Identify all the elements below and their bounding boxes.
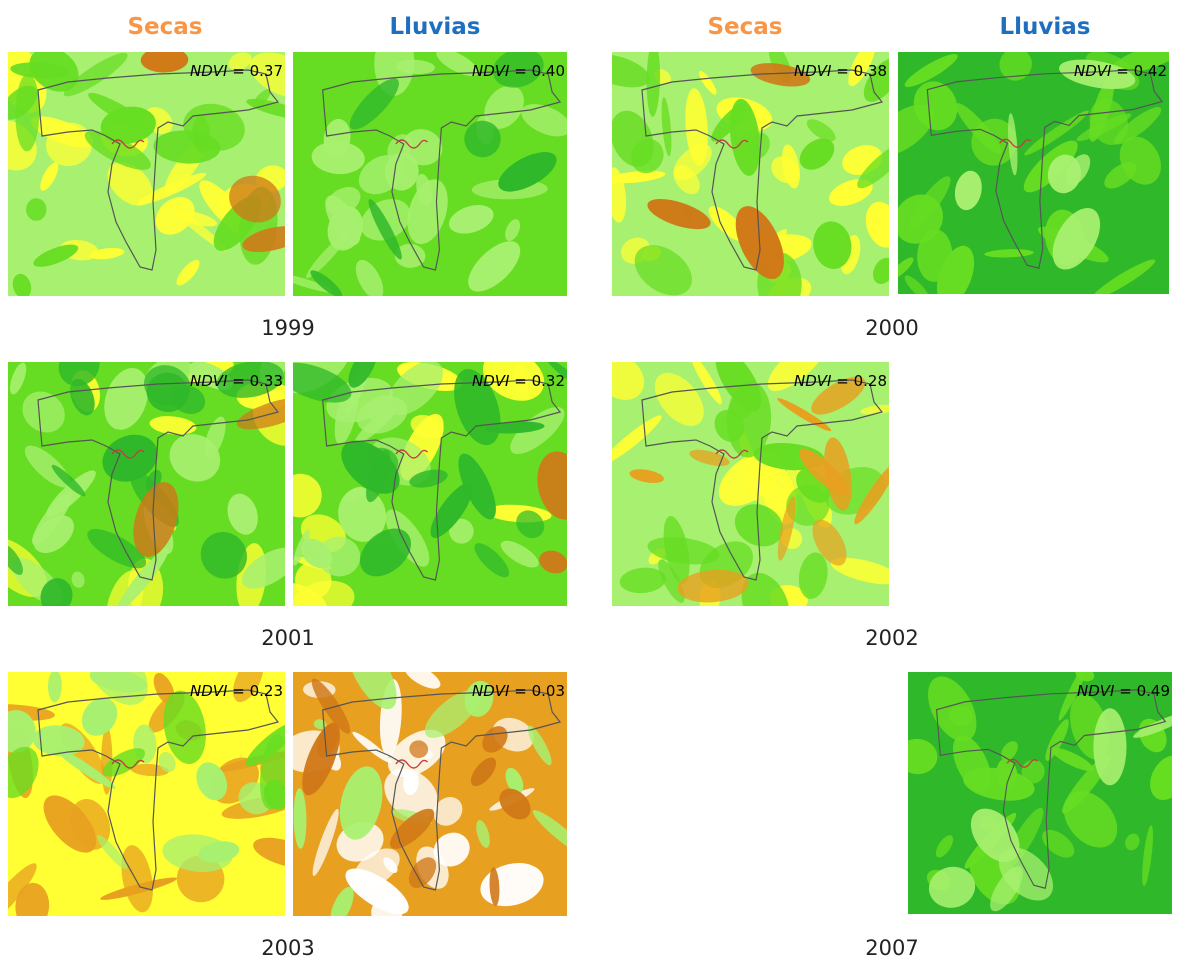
ndvi-value-label: NDVI = 0.33 xyxy=(190,372,283,390)
map-2007-lluvias: NDVI = 0.49 xyxy=(908,672,1172,914)
study-area-boundary xyxy=(322,379,562,581)
urban-feature xyxy=(111,759,145,769)
ndvi-value-label: NDVI = 0.03 xyxy=(472,682,565,700)
urban-feature xyxy=(715,449,749,459)
header-secas-right: Secas xyxy=(707,14,783,40)
study-area-boundary xyxy=(926,69,1164,269)
map-2001-lluvias: NDVI = 0.32 xyxy=(293,362,567,606)
urban-feature xyxy=(999,138,1032,148)
study-area-boundary xyxy=(37,69,280,271)
urban-feature xyxy=(395,759,429,769)
map-2000-lluvias: NDVI = 0.42 xyxy=(898,52,1169,294)
ndvi-raster xyxy=(293,672,567,916)
map-1999-lluvias: NDVI = 0.40 xyxy=(293,52,567,296)
map-2000-secas: NDVI = 0.38 xyxy=(612,52,889,296)
urban-feature xyxy=(395,139,429,149)
ndvi-raster xyxy=(293,52,567,296)
study-area-boundary xyxy=(641,379,884,581)
year-label-2001: 2001 xyxy=(261,626,315,650)
ndvi-value-label: NDVI = 0.28 xyxy=(794,372,887,390)
ndvi-value-label: NDVI = 0.42 xyxy=(1074,62,1167,80)
year-label-2000: 2000 xyxy=(865,316,919,340)
urban-feature xyxy=(1006,758,1039,768)
study-area-boundary xyxy=(37,379,280,581)
study-area-boundary xyxy=(322,689,562,891)
year-label-2007: 2007 xyxy=(865,936,919,960)
study-area-boundary xyxy=(935,689,1167,889)
ndvi-value-label: NDVI = 0.37 xyxy=(190,62,283,80)
urban-feature xyxy=(111,449,145,459)
map-2002-secas: NDVI = 0.28 xyxy=(612,362,889,606)
ndvi-value-label: NDVI = 0.40 xyxy=(472,62,565,80)
map-2001-secas: NDVI = 0.33 xyxy=(8,362,285,606)
ndvi-raster xyxy=(612,362,889,606)
year-label-1999: 1999 xyxy=(261,316,315,340)
study-area-boundary xyxy=(641,69,884,271)
year-label-2002: 2002 xyxy=(865,626,919,650)
map-2003-lluvias: NDVI = 0.03 xyxy=(293,672,567,916)
ndvi-value-label: NDVI = 0.32 xyxy=(472,372,565,390)
year-label-2003: 2003 xyxy=(261,936,315,960)
header-lluvias-right: Lluvias xyxy=(999,14,1091,40)
study-area-boundary xyxy=(322,69,562,271)
ndvi-value-label: NDVI = 0.23 xyxy=(190,682,283,700)
ndvi-raster xyxy=(293,362,567,606)
ndvi-raster xyxy=(908,672,1172,914)
urban-feature xyxy=(111,139,145,149)
ndvi-value-label: NDVI = 0.49 xyxy=(1077,682,1170,700)
study-area-boundary xyxy=(37,689,280,891)
ndvi-raster xyxy=(8,362,285,606)
ndvi-raster xyxy=(8,52,285,296)
ndvi-raster xyxy=(8,672,285,916)
map-2003-secas: NDVI = 0.23 xyxy=(8,672,285,916)
urban-feature xyxy=(715,139,749,149)
map-1999-secas: NDVI = 0.37 xyxy=(8,52,285,296)
ndvi-raster xyxy=(612,52,889,296)
urban-feature xyxy=(395,449,429,459)
ndvi-raster xyxy=(898,52,1169,294)
ndvi-value-label: NDVI = 0.38 xyxy=(794,62,887,80)
header-lluvias-left: Lluvias xyxy=(389,14,481,40)
header-secas-left: Secas xyxy=(127,14,203,40)
